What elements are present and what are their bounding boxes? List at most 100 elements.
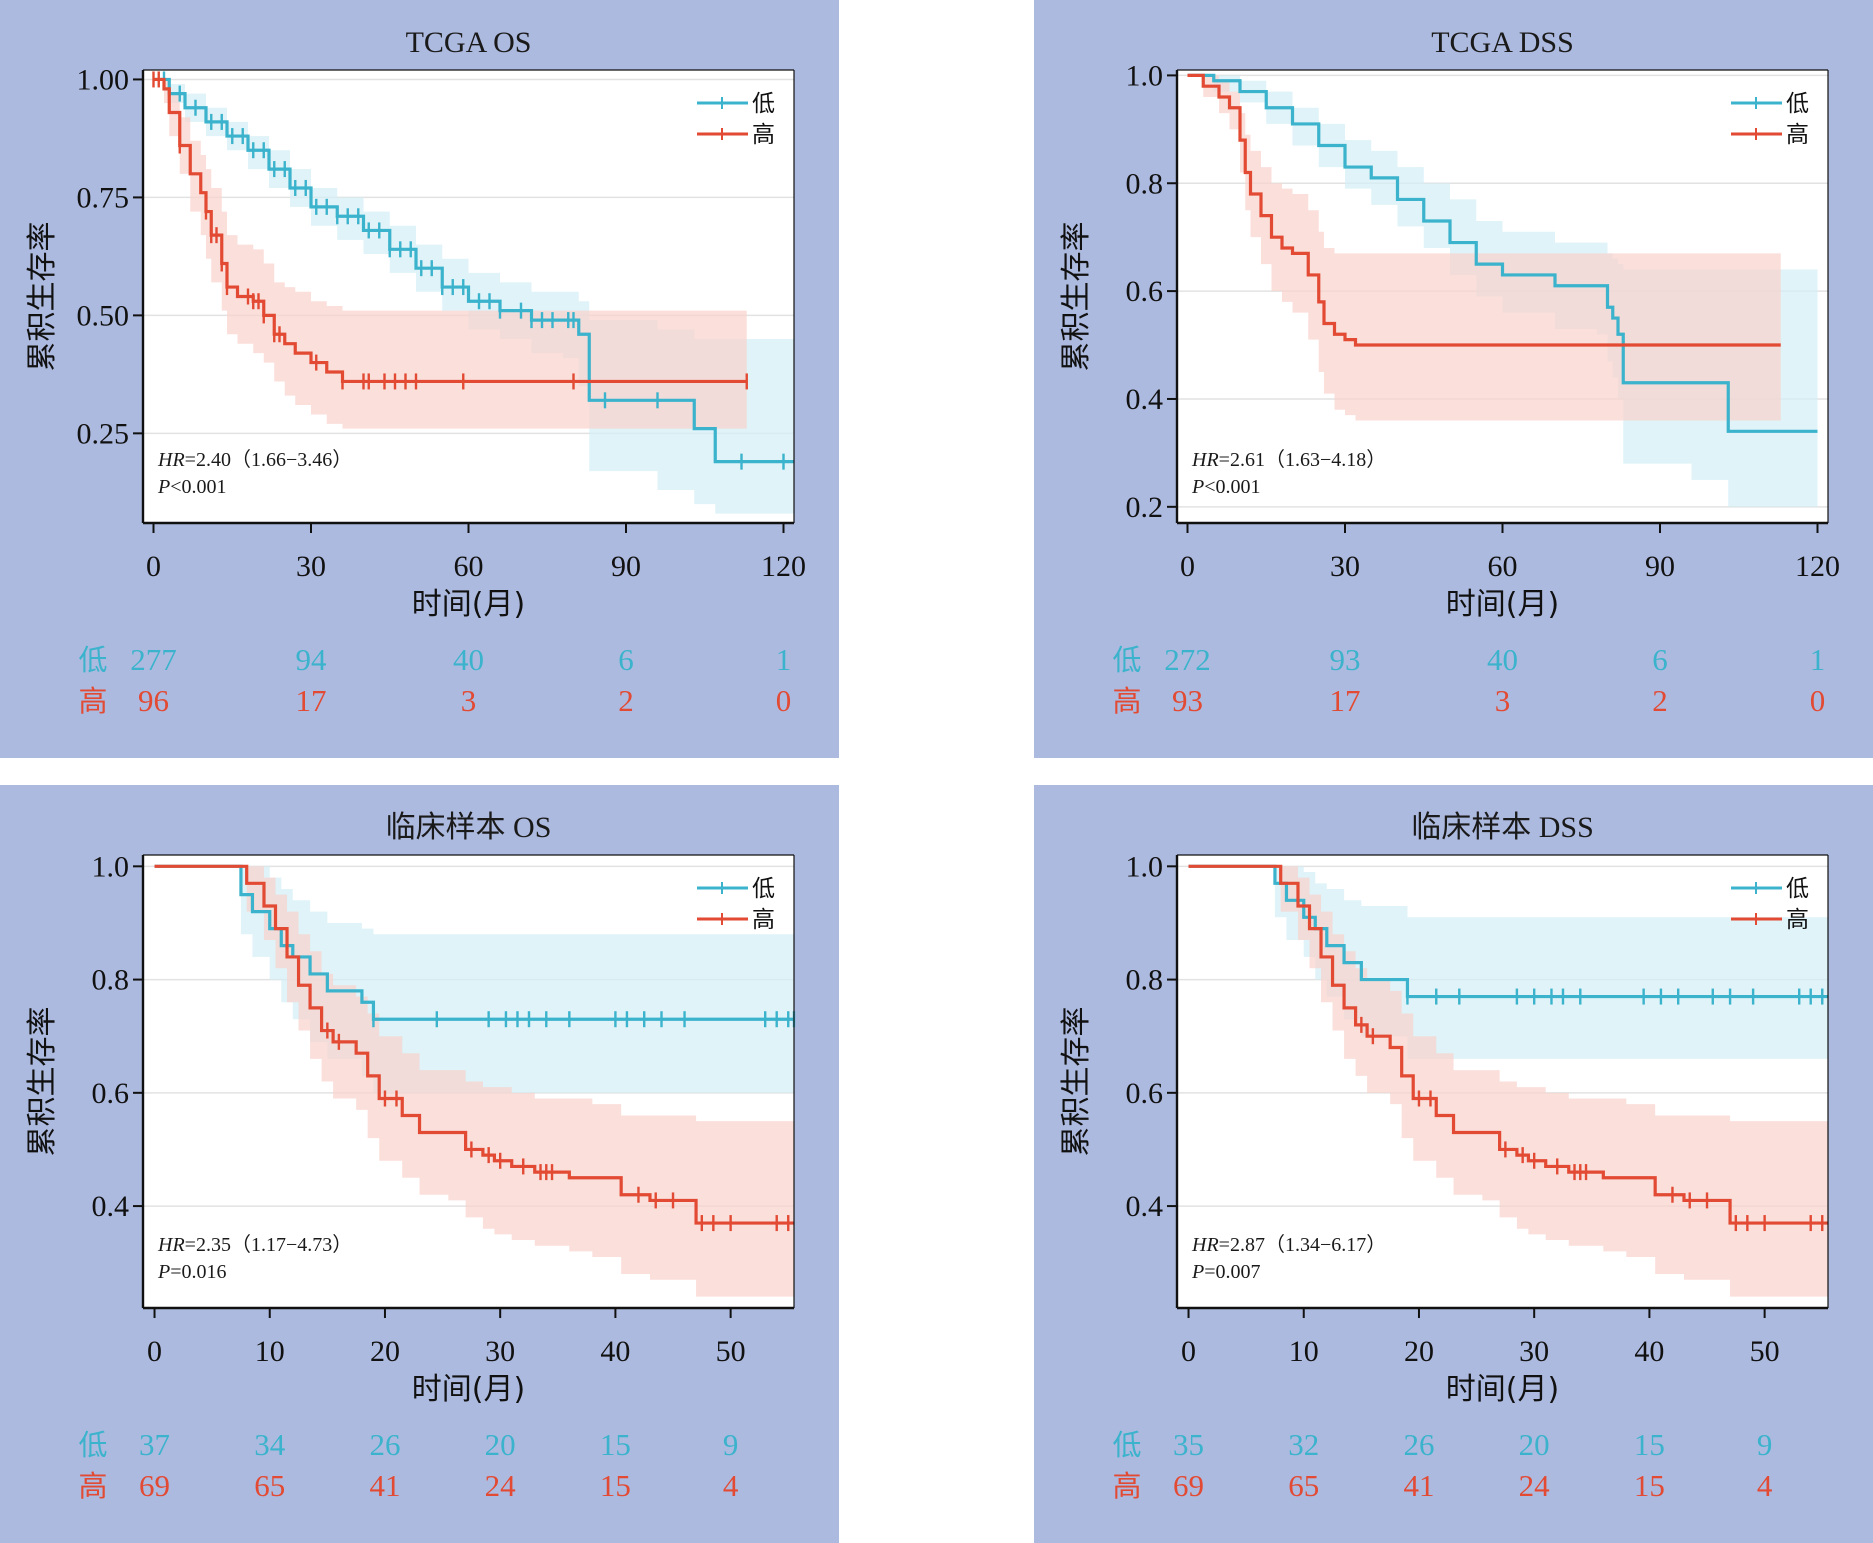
y-tick-label: 0.6 [92, 1077, 130, 1110]
p-label: P [1191, 476, 1204, 498]
risk-count: 1 [776, 642, 792, 677]
x-axis-label: 时间(月) [1446, 1372, 1559, 1407]
hr-value: =2.61（1.63−4.18） [1219, 448, 1387, 471]
x-axis-label: 时间(月) [412, 587, 525, 622]
p-annotation: P<0.001 [1191, 476, 1261, 498]
chart-title: TCGA OS [406, 26, 532, 59]
survival-curve-low [1187, 73, 1818, 433]
hr-value: =2.35（1.17−4.73） [185, 1233, 353, 1256]
risk-row-label-low: 低 [1112, 1428, 1141, 1462]
x-tick-label: 90 [1645, 550, 1675, 583]
y-axis-label: 累积生存率 [1059, 1007, 1094, 1157]
risk-count: 37 [139, 1427, 170, 1462]
risk-count: 4 [723, 1468, 739, 1503]
risk-count: 15 [1634, 1427, 1665, 1462]
hr-value: =2.40（1.66−3.46） [185, 448, 353, 471]
hr-label: HR [157, 1234, 185, 1256]
hr-annotation: HR=2.40（1.66−3.46） [157, 448, 352, 471]
risk-row-label-low: 低 [78, 643, 107, 677]
risk-count: 93 [1172, 683, 1203, 718]
chart-title: 临床样本 DSS [1411, 811, 1594, 844]
x-tick-label: 50 [716, 1335, 746, 1368]
legend-label-low: 低 [1786, 876, 1809, 902]
risk-count: 34 [254, 1427, 286, 1462]
risk-count: 41 [369, 1468, 400, 1503]
y-tick-label: 0.75 [77, 181, 130, 214]
risk-row-label-high: 高 [78, 1469, 107, 1503]
legend-label-low: 低 [752, 91, 775, 117]
risk-count: 277 [130, 642, 177, 677]
risk-row-label-low: 低 [1112, 643, 1141, 677]
risk-count: 6 [1652, 642, 1668, 677]
risk-count: 15 [600, 1468, 631, 1503]
y-tick-label: 0.8 [92, 964, 130, 997]
risk-count: 32 [1288, 1427, 1319, 1462]
km-chart-tcga-os: TCGA OS0 30 60 90 1201.000.750.500.25时间(月)累积… [25, 26, 806, 718]
legend-label-high: 高 [1786, 122, 1809, 148]
y-tick-label: 0.50 [77, 299, 130, 332]
y-tick-label: 0.8 [1126, 167, 1164, 200]
x-tick-label: 60 [454, 550, 484, 583]
hr-label: HR [1191, 449, 1219, 471]
p-value: =0.016 [170, 1261, 226, 1283]
ci-band-high [153, 79, 747, 429]
risk-count: 20 [485, 1427, 516, 1462]
y-tick-label: 0.4 [92, 1190, 130, 1223]
p-label: P [1191, 1261, 1204, 1283]
x-tick-label: 30 [1519, 1335, 1549, 1368]
risk-count: 65 [254, 1468, 285, 1503]
risk-count: 24 [1519, 1468, 1551, 1503]
risk-count: 3 [461, 683, 477, 718]
y-tick-label: 1.00 [77, 63, 130, 96]
y-axis-label: 累积生存率 [25, 1007, 60, 1157]
hr-label: HR [157, 449, 185, 471]
ci-band-high [1188, 866, 1828, 1297]
hr-value: =2.87（1.34−6.17） [1219, 1233, 1387, 1256]
y-tick-label: 0.8 [1126, 964, 1164, 997]
y-tick-label: 0.4 [1126, 1190, 1164, 1223]
risk-count: 0 [776, 683, 792, 718]
x-tick-label: 120 [761, 550, 806, 583]
p-label: P [157, 476, 170, 498]
x-tick-label: 40 [1634, 1335, 1664, 1368]
x-tick-label: 10 [255, 1335, 285, 1368]
x-tick-label: 60 [1488, 550, 1518, 583]
legend-label-high: 高 [752, 122, 775, 148]
x-tick-label: 50 [1750, 1335, 1780, 1368]
risk-count: 35 [1173, 1427, 1204, 1462]
km-chart-clinical-dss: 临床样本 DSS 0 10 20 30 40 50 1.0 0.8 0.6 0.4 时间(月) 累积生存… [1059, 811, 1829, 1503]
x-tick-label: 90 [611, 550, 641, 583]
p-annotation: P=0.007 [1191, 1261, 1261, 1283]
hr-annotation: HR=2.61（1.63−4.18） [1191, 448, 1386, 471]
km-chart-clinical-os: 临床样本 OS 0 10 20 30 40 50 1.0 0.8 0.6 0.4 时间(月) 累积生存率… [25, 811, 796, 1503]
risk-count: 26 [369, 1427, 400, 1462]
legend-label-high: 高 [1786, 907, 1809, 933]
risk-row-label-high: 高 [1112, 1469, 1141, 1503]
risk-count: 3 [1495, 683, 1511, 718]
survival-curve-low [154, 864, 794, 1021]
risk-count: 41 [1403, 1468, 1434, 1503]
y-tick-label: 0.25 [77, 417, 130, 450]
y-tick-label: 0.2 [1126, 491, 1164, 524]
risk-count: 69 [139, 1468, 170, 1503]
survival-curve-high [1188, 864, 1828, 1225]
risk-row-label-high: 高 [78, 684, 107, 718]
risk-count: 17 [296, 683, 327, 718]
risk-count: 40 [453, 642, 484, 677]
risk-row-label-high: 高 [1112, 684, 1141, 718]
x-tick-label: 20 [370, 1335, 400, 1368]
p-value: =0.007 [1204, 1261, 1260, 1283]
y-tick-label: 1.0 [1126, 850, 1164, 883]
y-tick-label: 1.0 [1126, 59, 1164, 92]
p-annotation: P=0.016 [157, 1261, 227, 1283]
risk-count: 24 [485, 1468, 517, 1503]
survival-curve-high [154, 864, 794, 1225]
x-tick-label: 30 [1330, 550, 1360, 583]
p-label: P [157, 1261, 170, 1283]
risk-count: 94 [296, 642, 328, 677]
risk-count: 2 [618, 683, 634, 718]
risk-count: 69 [1173, 1468, 1204, 1503]
x-tick-label: 0 [146, 550, 161, 583]
panel-clinical-os: 临床样本 OS 0 10 20 30 40 50 1.0 0.8 0.6 0.4 时间(月) 累积生存率… [0, 785, 839, 1543]
